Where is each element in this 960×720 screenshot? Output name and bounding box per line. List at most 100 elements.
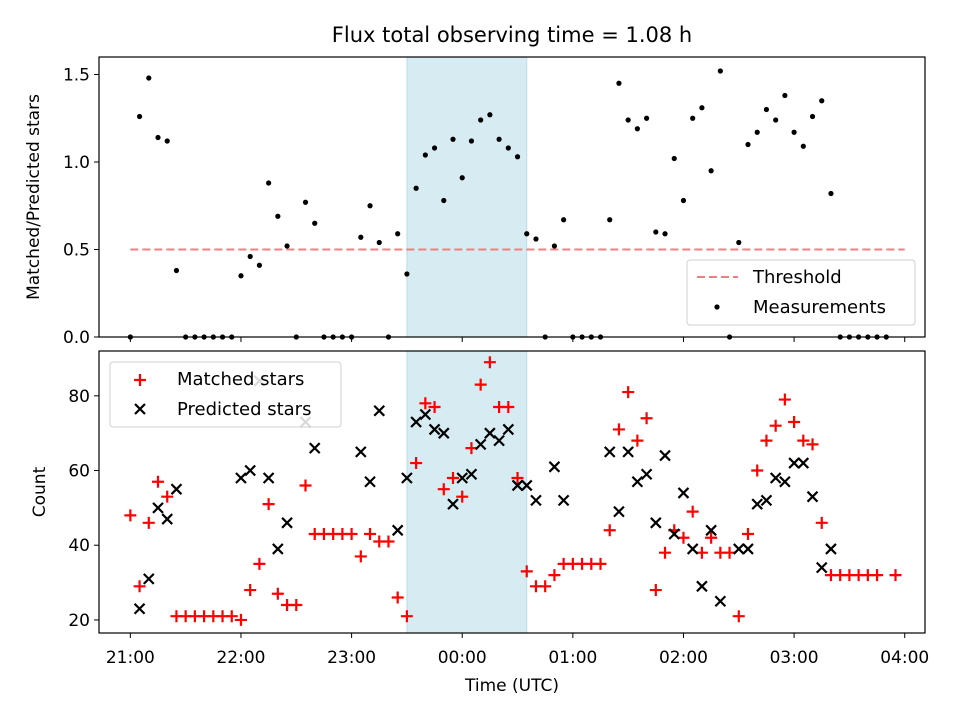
measurements-point (533, 236, 539, 242)
matched-stars-point (142, 516, 155, 529)
count-plot-marks (124, 356, 902, 626)
matched-stars-point (225, 610, 238, 623)
measurements-legend-swatch (714, 304, 720, 310)
matched-stars-point (290, 598, 303, 611)
measurements-point (164, 138, 170, 144)
matched-stars-point (244, 584, 257, 597)
predicted-stars-point (391, 524, 404, 537)
measurements-point (828, 190, 834, 197)
matched-stars-point (778, 393, 791, 406)
matched-stars-point (410, 457, 423, 470)
predicted-stars-point (631, 475, 644, 488)
predicted-stars-point (530, 494, 542, 507)
count-panel: 20 40 60 80 21:00 22:00 23:00 00:00 01:00 02:00 0… (30, 350, 929, 696)
measurements-point (634, 126, 640, 132)
predicted-stars-point (133, 602, 146, 615)
predicted-stars-point (650, 517, 662, 529)
matched-stars-point (797, 434, 810, 447)
measurements-point (699, 105, 705, 111)
matched-stars-point (612, 423, 625, 436)
matched-stars-point (262, 498, 275, 511)
measurements-point (616, 80, 622, 86)
matched-stars-point (299, 479, 312, 492)
predicted-stars-point (779, 475, 791, 488)
predicted-stars-point (696, 580, 708, 593)
matched-stars-point (788, 415, 801, 428)
matched-stars-point (152, 475, 164, 488)
y-tick-label: 0.5 (63, 241, 90, 261)
predicted-stars-point (143, 573, 155, 585)
measurements-point (763, 106, 770, 113)
predicted-stars-point (281, 517, 293, 529)
measurements-point (653, 229, 659, 235)
matched-stars-point (456, 490, 469, 503)
matched-stars-point (889, 569, 902, 582)
matched-stars-point (622, 386, 635, 399)
matched-stars-point (806, 438, 819, 451)
matched-stars-point (705, 531, 718, 544)
measurements-point (136, 113, 143, 120)
matched-stars-point (354, 550, 367, 563)
matched-stars-point (400, 610, 413, 623)
ratio-panel-title: Flux total observing time = 1.08 h (332, 23, 692, 47)
matched-stars-point (447, 471, 459, 484)
predicted-stars-point (557, 494, 570, 507)
measurements-point (422, 152, 428, 158)
matched-stars-point (437, 483, 450, 496)
matched-stars-point (649, 584, 662, 597)
predicted-stars-point (622, 446, 634, 458)
predicted-stars-point (428, 423, 441, 436)
matched-stars-point (815, 516, 828, 529)
predicted-legend-swatch (134, 403, 146, 415)
measurements-point (247, 253, 253, 260)
predicted-stars-point (465, 468, 478, 481)
predicted-stars-point (769, 472, 782, 484)
ratio-shaded-interval (406, 56, 528, 338)
measurements-point (487, 112, 493, 118)
predicted-stars-point (438, 427, 450, 439)
predicted-stars-point (456, 472, 468, 484)
predicted-stars-point (640, 468, 653, 481)
predicted-stars-point (511, 479, 524, 492)
matched-stars-point (640, 412, 653, 425)
predicted-stars-point (364, 475, 376, 488)
measurements-point (809, 113, 816, 120)
matched-stars-point (594, 557, 607, 570)
matched-stars-point (345, 528, 358, 541)
measurements-point (643, 115, 650, 121)
measurements-point (514, 154, 521, 160)
predicted-stars-point (244, 464, 256, 477)
measurements-point (496, 136, 502, 142)
count-legend-box (109, 361, 342, 428)
x-tick-label: 04:00 (880, 648, 929, 668)
matched-stars-point (391, 591, 404, 604)
count-legend: Matched stars Predicted stars (109, 361, 342, 428)
matched-stars-point (483, 356, 496, 369)
matched-stars-point (659, 546, 672, 559)
matched-stars-point (871, 569, 884, 582)
matched-stars-point (603, 524, 616, 537)
predicted-stars-point (474, 438, 487, 451)
predicted-stars-point (548, 461, 561, 473)
predicted-stars-point (806, 490, 819, 503)
measurements-point (782, 92, 788, 99)
x-tick-label: 02:00 (659, 648, 708, 668)
matched-stars-point (631, 434, 644, 447)
measurements-point (773, 117, 779, 123)
matched-stars-point (428, 401, 441, 414)
measurements-point (256, 262, 263, 268)
matched-stars-point (271, 587, 284, 600)
measurements-point (358, 234, 364, 240)
count-y-axis: 20 40 60 80 (68, 387, 99, 631)
y-tick-label: 1.0 (63, 153, 90, 173)
measurements-point (478, 117, 484, 123)
measurements-point (745, 141, 751, 148)
matched-legend-swatch (134, 374, 146, 386)
matched-stars-point (502, 401, 515, 414)
predicted-stars-point (613, 505, 625, 518)
matched-stars-point (732, 610, 745, 623)
ratio-y-axis: 0.0 0.5 1.0 1.5 (63, 66, 99, 348)
measurements-point (302, 199, 309, 205)
matched-stars-point (124, 509, 137, 522)
matched-stars-point (419, 397, 432, 410)
